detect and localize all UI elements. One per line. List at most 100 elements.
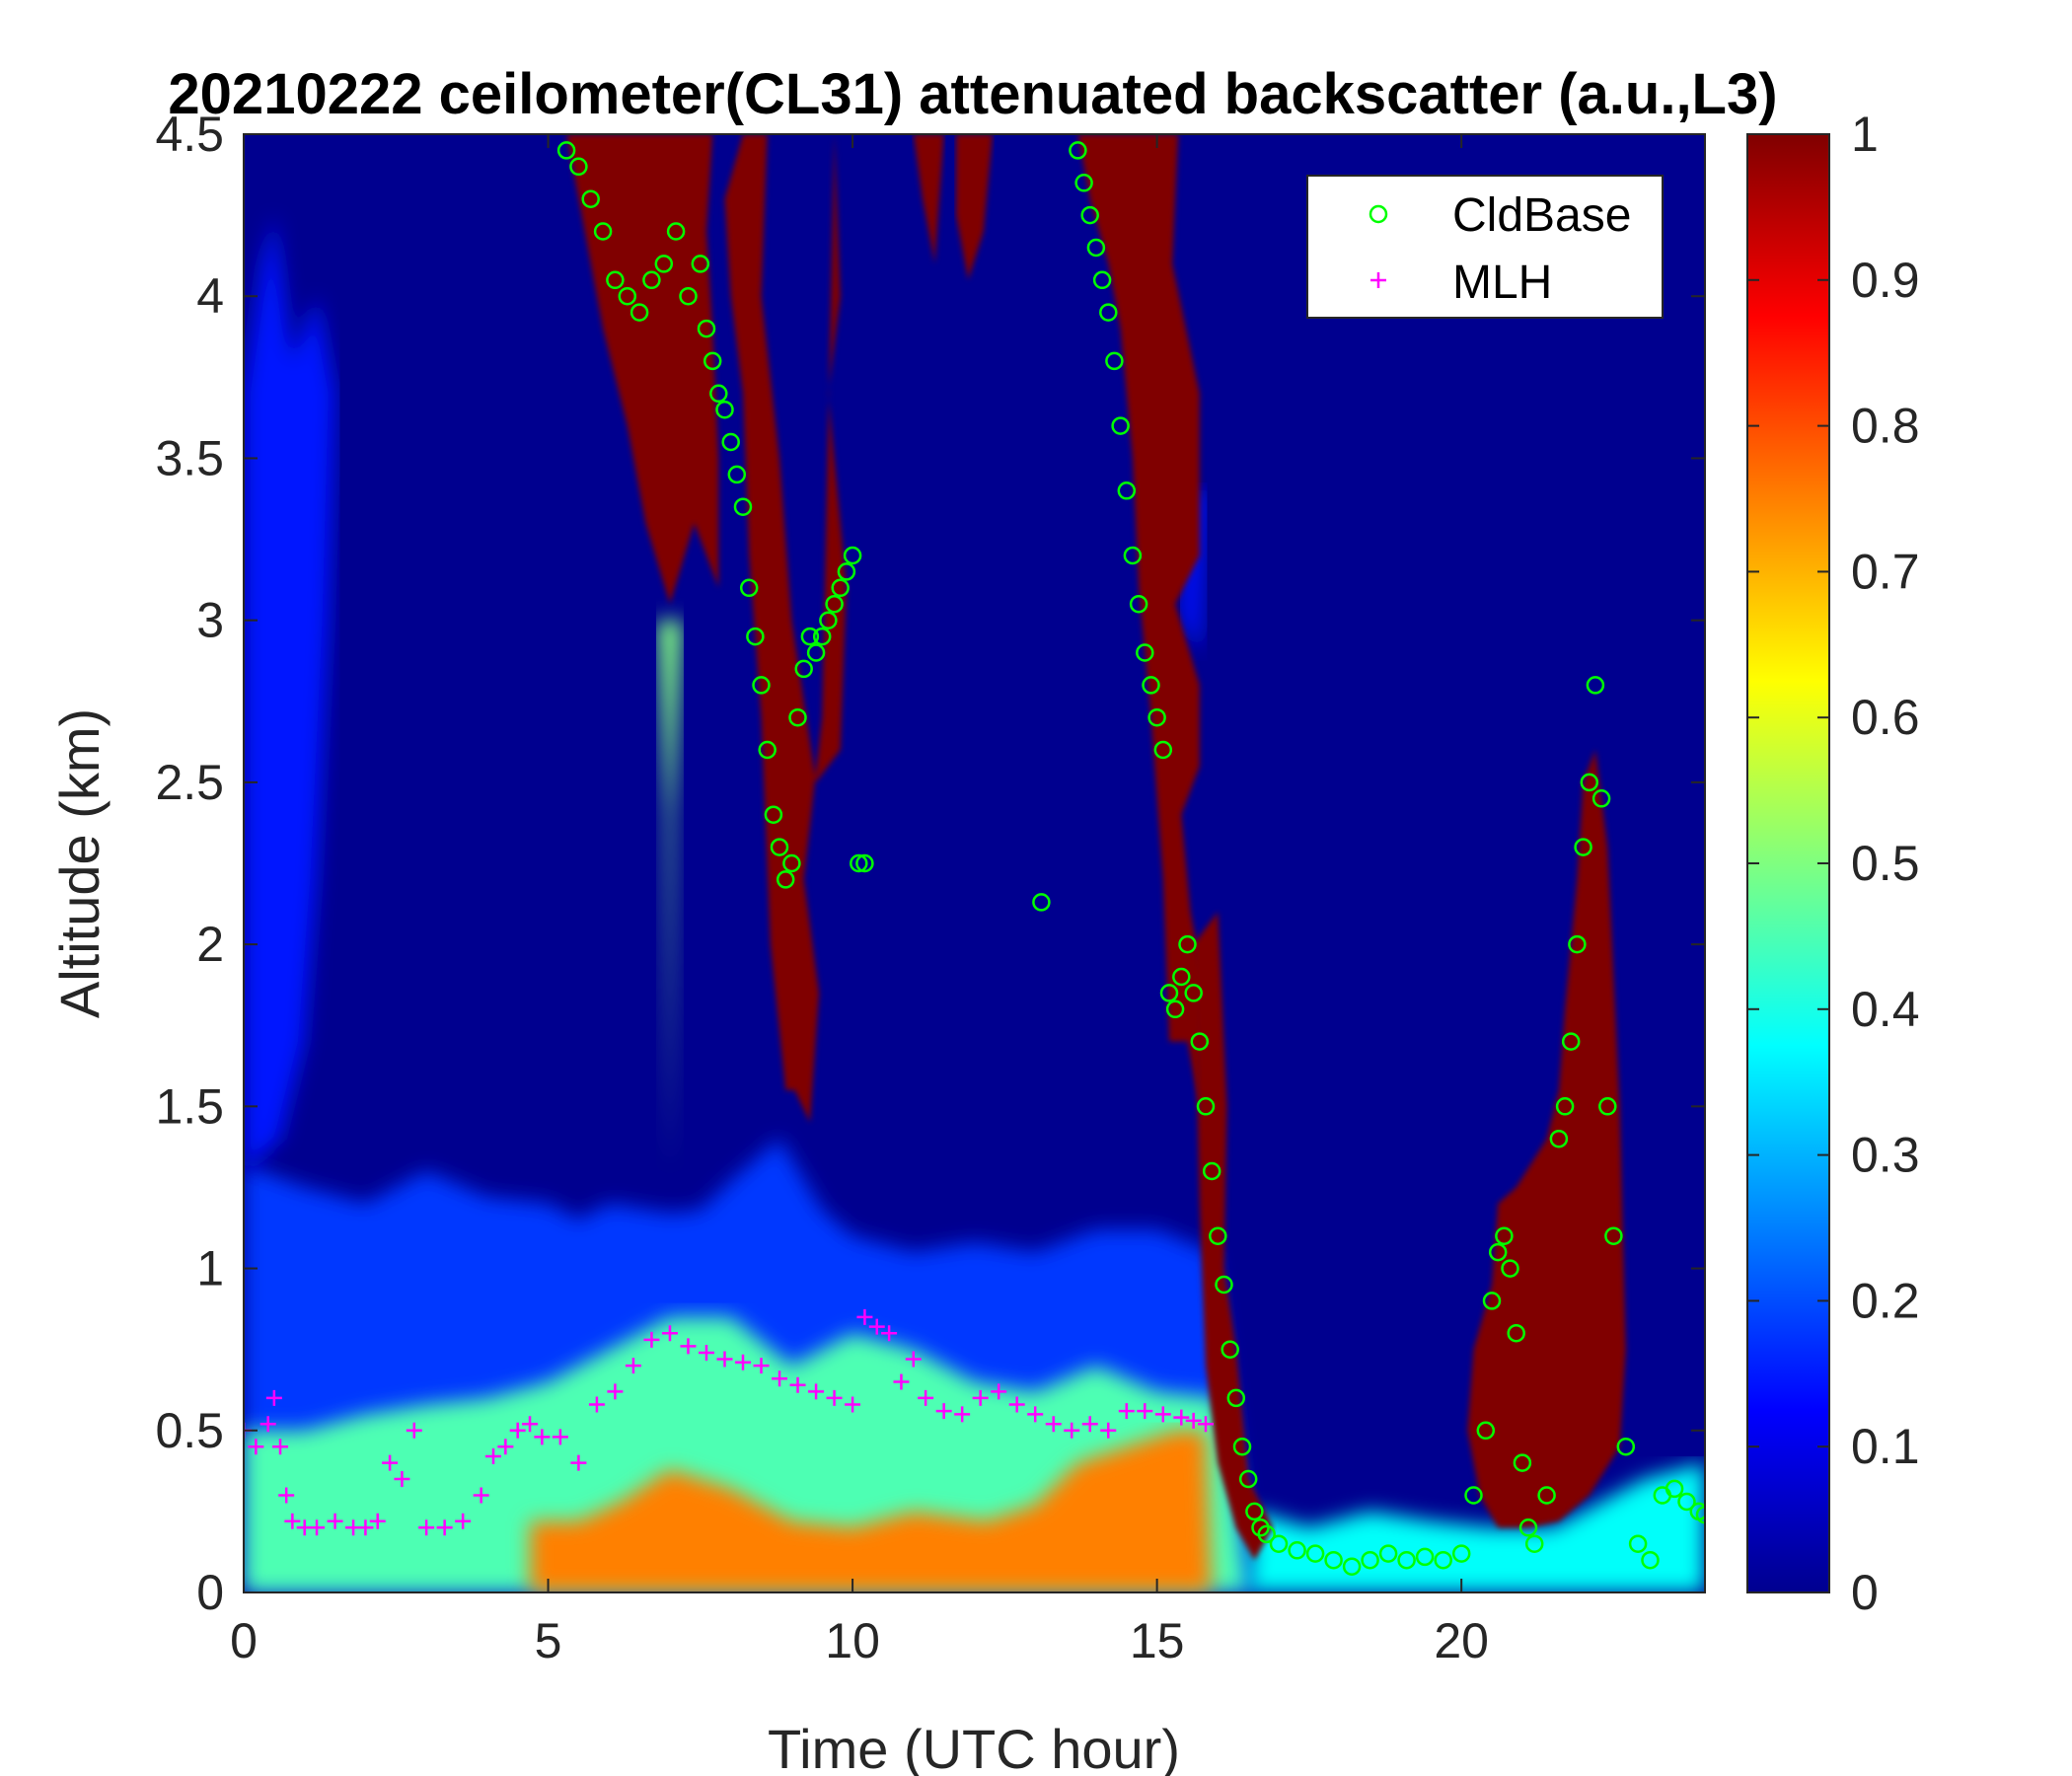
cldbase-series	[556, 141, 1705, 1576]
cldbase-point	[1288, 1541, 1306, 1560]
backscatter-heatmap	[244, 134, 1705, 1592]
cldbase-point	[819, 611, 838, 629]
cldbase-point	[581, 189, 600, 208]
cldbase-point	[850, 853, 868, 873]
mlh-point	[845, 1396, 861, 1413]
mlh-point	[881, 1325, 898, 1342]
y-tick-label: 1	[196, 1241, 224, 1296]
y-tick-label: 1.5	[155, 1078, 224, 1134]
mlh-point	[698, 1344, 714, 1361]
cldbase-point	[812, 627, 832, 646]
cldbase-point	[1378, 1544, 1398, 1563]
cldbase-point	[825, 594, 844, 614]
cldbase-point	[1221, 1340, 1239, 1359]
cldbase-point	[1153, 740, 1173, 760]
mlh-point	[265, 1389, 282, 1406]
colorbar-scale	[1746, 133, 1830, 1593]
cldbase-point	[1184, 984, 1203, 1002]
y-tick-label: 3.5	[155, 430, 224, 485]
cldbase-point	[1524, 1534, 1544, 1553]
cldbase-point	[1574, 838, 1592, 856]
cldbase-point	[679, 286, 698, 306]
cldbase-point	[1159, 984, 1179, 1002]
mlh-point	[485, 1448, 502, 1465]
legend-mlh-label: MLH	[1452, 257, 1552, 309]
mlh-point	[607, 1383, 624, 1400]
cldbase-point	[1476, 1421, 1496, 1441]
mlh-point	[1173, 1409, 1190, 1426]
mlh-point	[1197, 1416, 1214, 1433]
cldbase-point	[752, 676, 771, 695]
cldbase-point	[666, 222, 686, 241]
heat-region-clouds-1	[724, 134, 847, 1123]
y-axis-label: Altitude (km)	[48, 708, 111, 1018]
mlh-point	[272, 1439, 289, 1455]
y-tick-label: 3	[196, 593, 224, 648]
heat-region-clouds-2	[913, 134, 944, 264]
legend-box	[1306, 175, 1664, 319]
mlh-point	[588, 1396, 605, 1413]
colorbar-tick-label: 0.7	[1851, 544, 1920, 599]
cldbase-point	[691, 255, 710, 273]
mlh-point	[284, 1513, 301, 1529]
mlh-point	[625, 1358, 641, 1374]
mlh-point	[789, 1376, 806, 1393]
cldbase-point	[1215, 1275, 1233, 1295]
cldbase-point	[629, 303, 649, 322]
mlh-point	[309, 1519, 326, 1536]
cldbase-point	[1568, 934, 1587, 954]
cldbase-point	[1501, 1259, 1519, 1278]
cldbase-point	[1616, 1437, 1636, 1456]
x-tick-label: 5	[535, 1613, 562, 1668]
mlh-point	[972, 1389, 989, 1406]
cldbase-point	[1677, 1492, 1696, 1512]
cldbase-point	[1586, 676, 1605, 695]
cldbase-point	[1580, 773, 1599, 792]
mlh-point	[1185, 1412, 1202, 1429]
y-tick-label: 0	[196, 1565, 224, 1620]
mlh-point	[1008, 1396, 1025, 1413]
cldbase-point	[1178, 934, 1197, 954]
mlh-point	[753, 1358, 770, 1374]
cldbase-point	[606, 270, 625, 290]
heat-region-clouds-6	[1467, 750, 1626, 1528]
cldbase-point	[1232, 1437, 1252, 1456]
x-axis: 0 5 10 15 20	[230, 134, 1489, 1668]
mlh-point	[991, 1383, 1007, 1400]
cldbase-point	[1086, 238, 1106, 258]
cldbase-point	[1147, 707, 1166, 727]
y-axis: 0 0.5 1 1.5 2 2.5 3 3.5 4 4.5	[155, 107, 1705, 1620]
mlh-point	[856, 1308, 873, 1325]
cldbase-point	[794, 659, 813, 679]
mlh-point	[278, 1487, 295, 1504]
heat-region-clouds-0	[566, 134, 719, 605]
mlh-point	[552, 1429, 568, 1445]
cldbase-point	[556, 141, 576, 160]
colorbar-tick-label: 0.3	[1851, 1128, 1920, 1183]
cldbase-point	[1549, 1129, 1569, 1148]
heat-region-clouds-5	[1193, 912, 1273, 1561]
cldbase-point	[758, 740, 777, 760]
mlh-point	[1118, 1403, 1135, 1420]
chart-title: 20210222 ceilometer(CL31) attenuated bac…	[168, 62, 1777, 126]
cldbase-point	[733, 497, 753, 516]
cldbase-point	[800, 627, 820, 646]
cldbase-point	[593, 222, 613, 241]
cldbase-point	[569, 157, 588, 177]
cldbase-point	[831, 578, 850, 598]
colorbar-tick-label: 0.8	[1851, 399, 1920, 454]
cldbase-point	[764, 805, 783, 824]
cldbase-point	[776, 870, 795, 889]
cldbase-point	[1196, 1097, 1216, 1116]
cldbase-point	[1165, 999, 1185, 1019]
mlh-point	[1045, 1416, 1062, 1433]
x-tick-label: 10	[825, 1613, 880, 1668]
mlh-point	[455, 1513, 472, 1529]
colorbar-ticks: 0 0.1 0.2 0.3 0.4 0.5 0.6 0.7 0.8 0.9 1	[1747, 107, 1920, 1620]
heat-region-aerosol_layer-0	[530, 1430, 1213, 1592]
legend-cldbase-label: CldBase	[1452, 189, 1631, 242]
y-tick-label: 0.5	[155, 1403, 224, 1458]
cldbase-point	[1561, 1032, 1581, 1051]
cldbase-point	[739, 578, 759, 598]
cldbase-point	[837, 562, 856, 581]
